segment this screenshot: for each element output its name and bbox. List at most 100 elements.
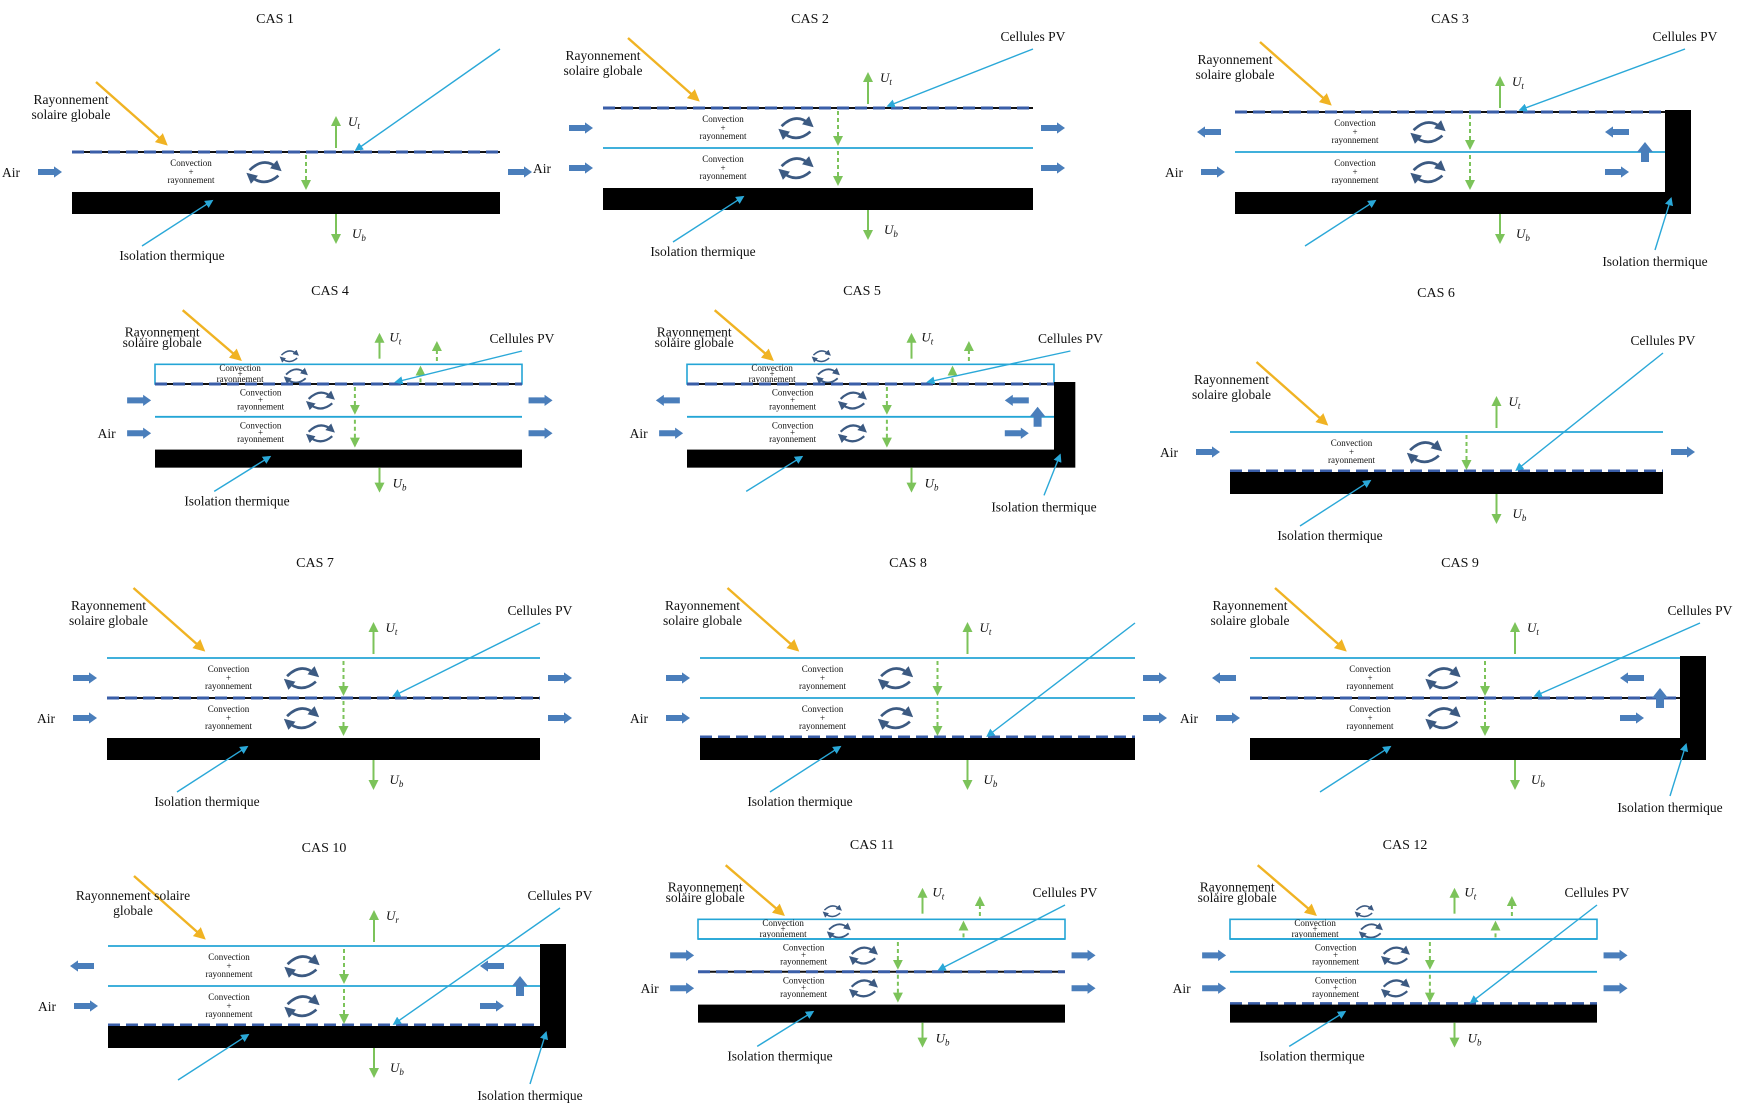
air-flow-up-arrow: [1029, 406, 1046, 427]
air-flow-right-arrow: [1071, 949, 1096, 962]
convection-swirl-icon: [780, 156, 814, 168]
insulation-block: [700, 738, 1135, 760]
insulation-block: [108, 1026, 540, 1048]
air-label: Air: [2, 165, 21, 180]
air-flow-right-arrow: [127, 394, 152, 407]
case-title: CAS 2: [791, 12, 829, 27]
air-flow-left-arrow: [1212, 672, 1236, 684]
convection-swirl-icon: [839, 423, 867, 433]
air-flow-right-arrow: [1603, 949, 1628, 962]
pv-pointer-arrow: [392, 907, 561, 1025]
convection-text: Convection: [702, 154, 744, 164]
top-loss-coefficient-label: Ut: [389, 329, 401, 346]
convection-label: Convection+rayonnement: [206, 952, 253, 979]
air-label: Air: [1165, 165, 1184, 180]
air-flow-right-arrow: [1041, 122, 1065, 134]
convection-label: Convection+rayonnement: [1332, 158, 1379, 185]
pv-cells-label: Cellules PV: [508, 603, 573, 618]
insulation-label: Isolation thermique: [184, 493, 289, 508]
insulation-pointer-arrow: [176, 745, 249, 793]
air-flow-right-arrow: [127, 427, 152, 439]
convection-swirl-icon: [286, 706, 320, 718]
case-title: CAS 11: [850, 838, 894, 853]
double-glazing-box: [686, 363, 1055, 385]
convection-plus-text: +: [820, 713, 825, 723]
top-loss-coefficient-label: Ut: [980, 620, 992, 637]
air-flow-right-arrow: [1605, 166, 1629, 178]
air-flow-left-arrow: [1197, 126, 1221, 138]
convection-swirl-icon: [811, 356, 830, 363]
rayonnement-text: rayonnement: [1328, 455, 1375, 465]
pv-pointer-arrow: [926, 350, 1071, 385]
convection-label: Convection+rayonnement: [205, 664, 252, 691]
convection-swirl-icon: [815, 376, 839, 384]
convection-label: Convection+rayonnement: [1328, 438, 1375, 465]
pv-pointer-arrow: [886, 48, 1034, 108]
convection-swirl-icon: [780, 116, 814, 128]
rayonnement-text: rayonnement: [799, 681, 846, 691]
air-flow-right-arrow: [1196, 446, 1220, 458]
rayonnement-text: rayonnement: [1312, 956, 1359, 966]
air-flow-right-arrow: [38, 166, 62, 178]
rayonnement-text: rayonnement: [769, 401, 816, 411]
convection-text: Convection: [1334, 158, 1376, 168]
solar-radiation-arrow: [1259, 41, 1332, 106]
pv-pointer-arrow: [394, 350, 523, 385]
convection-swirl-icon: [283, 718, 317, 730]
rayonnement-text: rayonnement: [799, 721, 846, 731]
solar-label-line2: solaire globale: [1198, 890, 1277, 905]
convection-swirl-icon: [305, 401, 333, 411]
rayonnement-text: rayonnement: [1347, 681, 1394, 691]
convection-swirl-icon: [848, 956, 876, 966]
convection-plus-text: +: [188, 167, 193, 177]
convection-text: Convection: [1294, 918, 1336, 928]
convection-label: Convection+rayonnement: [1347, 664, 1394, 691]
convection-text: Convection: [240, 387, 282, 397]
convection-label: Convection+rayonnement: [760, 918, 807, 939]
air-label: Air: [630, 426, 649, 441]
convection-plus-text: +: [1333, 983, 1338, 993]
top-loss-coefficient-label: Ut: [1527, 620, 1539, 637]
pv-pointer-arrow: [1533, 622, 1701, 698]
solar-label-line1: Rayonnement: [657, 324, 732, 339]
top-loss-coefficient-label: Ut: [880, 70, 892, 87]
convection-plus-text: +: [226, 1001, 231, 1011]
top-loss-coefficient-label: Ut: [932, 884, 944, 901]
insulation-block: [107, 738, 540, 760]
convection-swirl-icon: [307, 423, 335, 433]
bottom-loss-coefficient-label: Ub: [1516, 226, 1530, 243]
insulation-pointer-arrow: [1288, 1010, 1347, 1047]
convection-swirl-icon: [778, 168, 812, 180]
insulation-pointer-arrow: [769, 745, 842, 793]
convection-text: Convection: [783, 942, 825, 952]
convection-swirl-icon: [1406, 452, 1440, 464]
air-flow-right-arrow: [508, 166, 532, 178]
insulation-pointer-arrow: [213, 455, 272, 492]
convection-text: Convection: [208, 664, 250, 674]
convection-swirl-icon: [850, 945, 878, 955]
air-flow-left-arrow: [655, 394, 680, 407]
case-title: CAS 6: [1417, 286, 1455, 301]
insulation-block: [603, 188, 1033, 210]
rayonnement-text: rayonnement: [780, 989, 827, 999]
insulation-pointer-arrow: [745, 455, 804, 492]
insulation-label: Isolation thermique: [991, 499, 1096, 514]
convection-plus-text: +: [1313, 924, 1318, 934]
case-title: CAS 7: [296, 556, 334, 571]
air-flow-up-arrow: [1637, 142, 1653, 162]
convection-label: Convection+rayonnement: [700, 114, 747, 141]
rayonnement-text: rayonnement: [1292, 929, 1339, 939]
convection-label: Convection+rayonnement: [237, 420, 284, 444]
convection-text: Convection: [208, 952, 250, 962]
solar-label-line2: solaire globale: [1210, 613, 1289, 628]
insulation-pointer-arrow: [756, 1010, 815, 1047]
insulation-pointer-arrow: [1669, 742, 1689, 797]
convection-label: Convection+rayonnement: [769, 387, 816, 411]
air-flow-right-arrow: [73, 712, 97, 724]
convection-swirl-icon: [286, 994, 320, 1006]
air-flow-right-arrow: [666, 672, 690, 684]
case-7-diagram: CAS 7Convection+rayonnementConvection+ra…: [37, 556, 573, 809]
convection-text: Convection: [762, 918, 804, 928]
double-glazing-box: [697, 918, 1066, 940]
